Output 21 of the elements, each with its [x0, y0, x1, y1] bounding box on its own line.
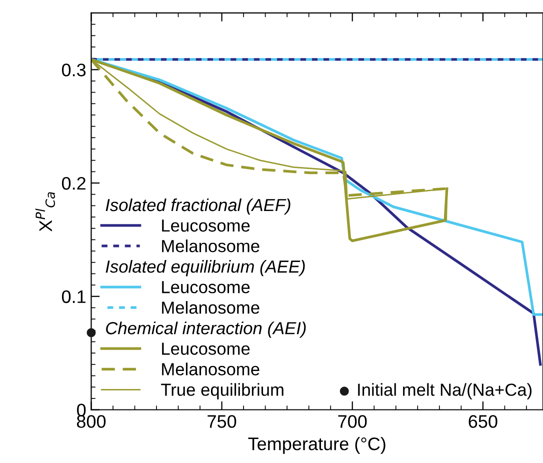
legend-label: Initial melt Na/(Na+Ca)	[358, 383, 532, 400]
legend-label: Leucosome	[162, 220, 250, 232]
x-tick-label: 750	[208, 415, 236, 428]
legend-label: Leucosome	[162, 342, 250, 355]
legend-label: True equilibrium	[161, 383, 284, 400]
annotation: Isolated equilibrium (AEE)	[106, 260, 305, 276]
y-axis-title: X$^{Pl}$$_{Ca}$	[35, 192, 56, 232]
x-tick-label: 650	[468, 415, 498, 428]
legend-label: Melanosome	[162, 239, 260, 252]
y-tick-label: 0.3	[62, 64, 86, 76]
legend-label: Melanosome	[162, 362, 260, 376]
y-tick-label: 0.1	[62, 290, 86, 304]
y-tick-label: 0	[77, 404, 86, 416]
annotation: Isolated fractional (AEF)	[106, 198, 290, 215]
annotation: Chemical interaction (AEI)	[106, 322, 306, 338]
y-tick-label: 0.2	[62, 176, 86, 190]
x-axis-title: Temperature (°C)	[248, 437, 386, 454]
legend-label: Melanosome	[162, 301, 260, 314]
x-tick-label: 700	[338, 415, 367, 428]
legend-label: Leucosome	[162, 281, 250, 294]
x-tick-label: 800	[76, 415, 106, 428]
